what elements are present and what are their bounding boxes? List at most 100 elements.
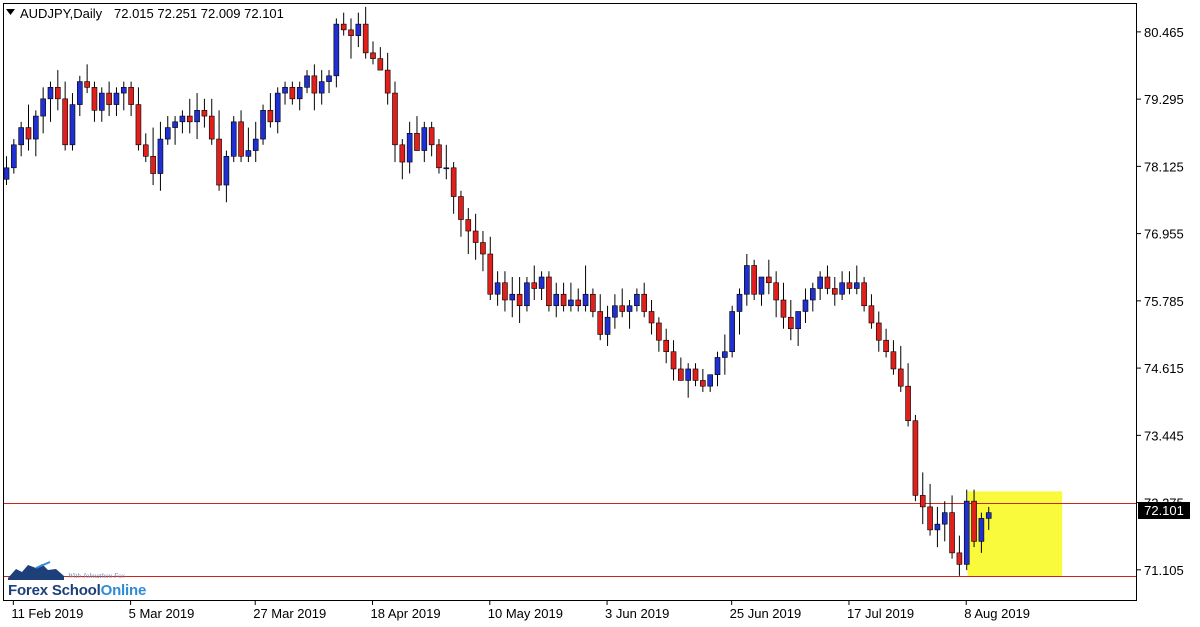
candle <box>722 334 728 375</box>
candle <box>656 317 662 352</box>
candle <box>179 110 186 134</box>
candle <box>509 276 516 318</box>
candle <box>245 127 252 163</box>
candle <box>934 506 941 548</box>
x-tick-label: 8 Aug 2019 <box>964 606 1030 621</box>
candle <box>890 340 897 375</box>
candle <box>260 104 266 145</box>
candle <box>487 236 494 300</box>
candle-body <box>260 110 266 140</box>
candle-body <box>18 127 24 146</box>
candle <box>905 363 911 427</box>
candle-body <box>362 23 369 54</box>
candle <box>91 81 98 122</box>
candle <box>597 294 604 341</box>
candle-body <box>612 305 618 318</box>
candle-body <box>817 276 823 289</box>
candle <box>421 121 428 163</box>
candle <box>648 299 655 335</box>
current-price-label: 72.101 <box>1144 503 1184 518</box>
x-tick-label: 3 Jun 2019 <box>605 606 669 621</box>
candle-body <box>802 299 809 312</box>
candle-body <box>809 288 816 301</box>
candle <box>98 87 105 122</box>
candle-body <box>113 92 120 105</box>
candle <box>751 259 757 300</box>
y-tick-label: 71.105 <box>1144 563 1184 578</box>
candle-body <box>458 196 464 220</box>
candle <box>216 110 222 191</box>
candle <box>55 70 61 111</box>
candle-body <box>590 293 596 312</box>
candle <box>186 98 193 134</box>
y-tick-label: 79.295 <box>1144 92 1184 107</box>
candle-body <box>443 167 450 170</box>
candle-body <box>692 368 699 381</box>
candle-body <box>194 110 200 123</box>
candle <box>406 121 413 174</box>
candle <box>333 18 340 88</box>
candle <box>912 414 919 502</box>
candle-body <box>971 500 977 542</box>
candle-body <box>450 167 457 197</box>
candle-body <box>678 368 684 381</box>
brand-name: Forex SchoolOnline <box>8 582 146 599</box>
candle-body <box>531 282 538 289</box>
candle <box>538 271 545 300</box>
ohlc-values: 72.015 72.251 72.009 72.101 <box>114 6 284 21</box>
candle-body <box>216 138 222 186</box>
brand-name-part2: Online <box>100 582 147 599</box>
x-tick-label: 18 Apr 2019 <box>371 606 441 621</box>
candle-body <box>890 351 897 370</box>
candle <box>201 98 208 128</box>
candle <box>919 472 926 525</box>
candle-body <box>751 265 757 295</box>
candle <box>311 64 318 111</box>
brand-tagline: With Johnathon Fox <box>68 572 125 580</box>
candle <box>340 12 347 36</box>
candle-body <box>963 500 970 565</box>
candle <box>142 133 149 163</box>
candle-body <box>582 293 589 307</box>
candle-body <box>172 121 178 128</box>
candle <box>590 288 596 318</box>
candle <box>817 271 823 300</box>
candle <box>531 265 538 300</box>
y-tick-label: 80.465 <box>1144 25 1184 40</box>
candle <box>846 271 853 295</box>
candle <box>736 288 743 335</box>
candle-body <box>238 121 244 157</box>
candle <box>106 81 112 117</box>
candle <box>707 374 713 392</box>
candle-body <box>905 385 911 421</box>
brand-logo <box>6 560 181 600</box>
candle <box>744 254 750 306</box>
candle-body <box>230 121 237 157</box>
candle-body <box>839 282 845 295</box>
candle-body <box>128 87 134 105</box>
candle-body <box>487 253 494 295</box>
candle-body <box>370 52 376 59</box>
candle <box>362 6 369 59</box>
candle-body <box>707 374 713 387</box>
candle <box>839 271 845 300</box>
plot-frame <box>3 3 1137 601</box>
dropdown-triangle-icon[interactable] <box>6 9 15 15</box>
candle <box>773 271 779 318</box>
candle-body <box>91 87 98 111</box>
candle-body <box>428 127 435 146</box>
candle <box>150 127 156 186</box>
candle-body <box>142 144 149 157</box>
candle-body <box>11 144 17 169</box>
candle <box>758 276 765 306</box>
candle-body <box>208 115 215 140</box>
candle-body <box>69 104 76 146</box>
candle-body <box>634 293 640 307</box>
candle <box>861 276 867 312</box>
candle-body <box>648 311 655 324</box>
candle-body <box>333 23 340 77</box>
candle-body <box>641 293 648 312</box>
candle-body <box>788 316 794 330</box>
candle-body <box>853 282 860 289</box>
candle <box>692 363 699 387</box>
